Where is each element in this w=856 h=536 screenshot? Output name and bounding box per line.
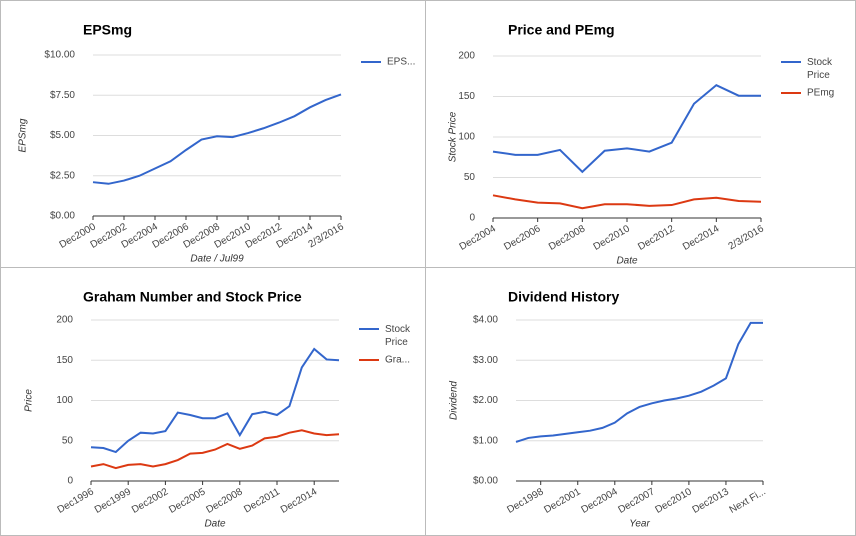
x-axis-title: Year [629, 519, 650, 530]
chart-title: EPSmg [83, 22, 132, 38]
line-series [515, 321, 763, 443]
y-tick-label: 50 [62, 435, 74, 446]
y-tick-label: $7.50 [50, 90, 75, 101]
x-tick-label: Dec2006 [502, 223, 543, 253]
x-axis-title: Date [204, 519, 226, 530]
y-tick-label: 150 [458, 91, 475, 102]
x-tick-label: Dec2012 [636, 223, 677, 253]
x-tick-label: Dec1999 [93, 486, 134, 516]
chart-panel: EPSmg$0.00$2.50$5.00$7.50$10.00Dec2000De… [0, 0, 426, 268]
y-tick-label: 0 [469, 213, 475, 224]
line-series [492, 194, 762, 210]
x-tick-label: Dec2001 [542, 486, 583, 516]
y-tick-label: $10.00 [44, 50, 75, 61]
x-tick-label: Next Fi... [728, 486, 768, 516]
x-tick-label: Dec2011 [242, 486, 282, 515]
y-axis-title: Price [24, 389, 35, 412]
chart-title: Dividend History [508, 289, 619, 305]
y-tick-label: 150 [56, 355, 73, 366]
y-axis-title: Dividend [449, 381, 460, 420]
chart-title: Graham Number and Stock Price [83, 289, 302, 305]
legend-label: EPS... [387, 57, 415, 68]
y-tick-label: 200 [458, 51, 475, 62]
x-axis-title: Date [616, 256, 638, 267]
legend-label: PEmg [807, 88, 834, 99]
x-tick-label: Dec2008 [547, 223, 588, 253]
x-tick-label: Dec2004 [579, 486, 620, 516]
x-tick-label: Dec2005 [167, 486, 208, 516]
chart-panel: Price and PEmg 0 50 100 150 200 Dec2004 Dec2006… [425, 0, 856, 268]
chart-panel: Graham Number and Stock Price 0 50 100 150 20… [0, 267, 426, 536]
x-tick-label: Dec2002 [130, 486, 171, 516]
y-tick-label: $2.00 [473, 395, 498, 406]
y-tick-label: 200 [56, 315, 73, 326]
y-tick-label: 50 [464, 172, 476, 183]
x-tick-label: Dec2014 [279, 486, 320, 516]
line-series [492, 83, 761, 174]
y-tick-label: $3.00 [473, 355, 498, 366]
line-series [90, 429, 340, 470]
y-tick-label: $5.00 [50, 130, 75, 141]
y-tick-label: 100 [458, 132, 475, 143]
x-axis-title: Date / Jul99 [190, 254, 244, 265]
x-tick-label: Dec2010 [654, 486, 695, 516]
y-axis-title: EPSmg [18, 118, 29, 152]
y-tick-label: $4.00 [473, 315, 498, 326]
x-tick-label: Dec1996 [56, 486, 97, 516]
x-tick-label: Dec2013 [691, 486, 732, 516]
y-tick-label: $2.50 [50, 170, 75, 181]
legend-label: Stock Price [385, 324, 411, 348]
x-tick-label: Dec2008 [204, 486, 245, 516]
line-series [92, 93, 342, 185]
y-tick-label: $0.00 [473, 476, 498, 487]
legend-label: Gra... [385, 355, 410, 366]
x-tick-label: Dec2014 [681, 223, 722, 253]
legend-label: Stock Price [807, 57, 833, 81]
chart-title: Price and PEmg [508, 22, 615, 38]
x-tick-label: Dec2004 [458, 223, 499, 253]
x-tick-label: 2/3/2016 [727, 223, 767, 252]
y-tick-label: 0 [67, 476, 73, 487]
y-tick-label: $0.00 [50, 211, 75, 222]
chart-panel: Dividend History $0.00 $1.00 $2.00 $3.00 $4.0… [425, 267, 856, 536]
line-series [90, 347, 340, 454]
x-tick-label: Dec2007 [617, 486, 658, 516]
y-axis-title: Stock Price [448, 111, 459, 162]
x-tick-label: Dec2010 [592, 223, 633, 253]
x-tick-label: 2/3/2016 [307, 221, 347, 250]
x-tick-label: Dec1998 [505, 486, 546, 516]
y-tick-label: $1.00 [473, 435, 498, 446]
y-tick-label: 100 [56, 395, 73, 406]
